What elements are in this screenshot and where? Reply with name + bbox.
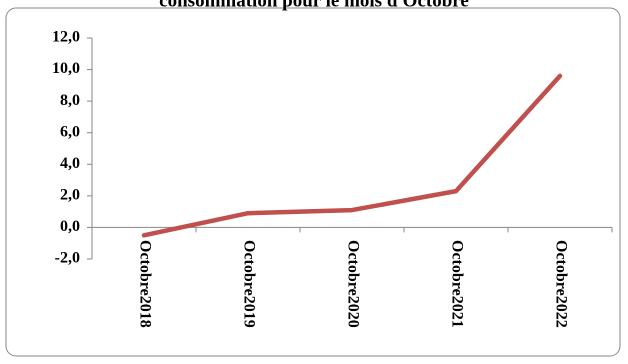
line-series [141,73,563,238]
y-tick-label: 2,0 [60,187,80,204]
x-tick-label: Octobre2019 [240,240,257,328]
y-tick-label: 8,0 [60,92,80,109]
chart-frame [5,7,621,357]
y-tick-label: 0,0 [60,218,80,235]
x-tick-label: Octobre2021 [448,240,465,328]
y-tick-label: 4,0 [60,155,80,172]
x-tick-label: Octobre2018 [136,240,153,328]
x-tick-label: Octobre2020 [344,240,361,328]
y-tick-label: 10,0 [52,60,80,77]
y-tick-label: 12,0 [52,29,80,46]
x-tick-label: Octobre2022 [552,240,569,328]
chart-title: consommation pour le mois d'Octobre [159,0,469,11]
y-tick-label: -2,0 [55,250,80,267]
y-tick-label: 6,0 [60,123,80,140]
